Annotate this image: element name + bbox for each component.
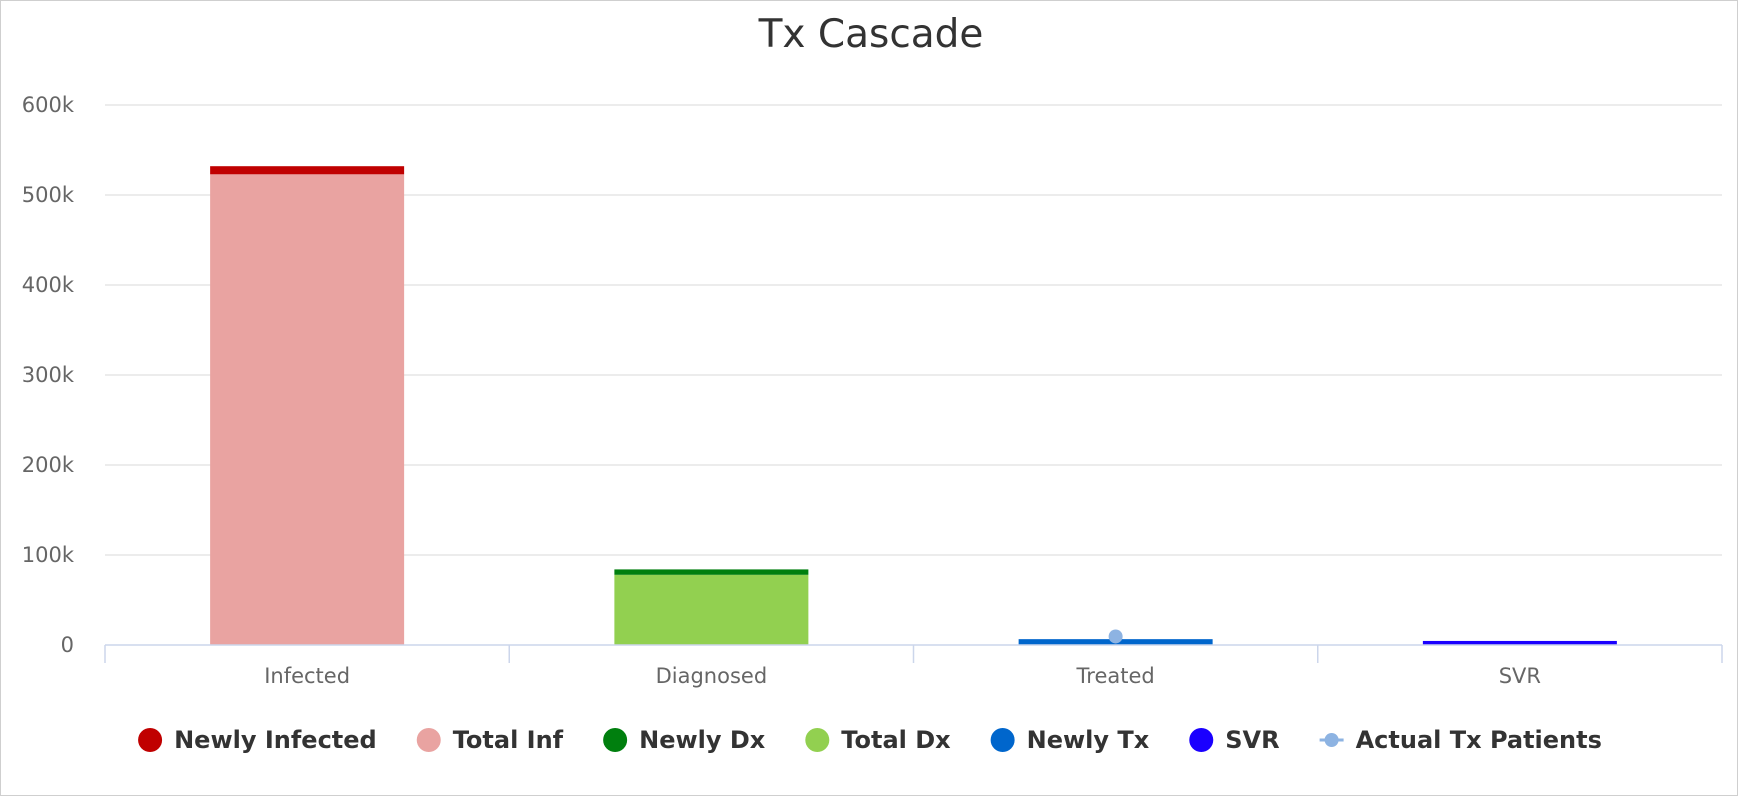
- line-point[interactable]: [1108, 629, 1123, 644]
- y-tick-label: 200k: [22, 453, 75, 477]
- y-tick-label: 0: [61, 633, 74, 657]
- legend-label: Newly Dx: [639, 726, 766, 754]
- legend: Newly Infected Total Inf Newly Dx Total Dx N…: [138, 726, 1602, 754]
- bar-segment[interactable]: [1422, 640, 1617, 645]
- legend-symbol: [138, 728, 163, 752]
- chart-title: Tx Cascade: [758, 12, 984, 57]
- legend-symbol: [603, 728, 628, 752]
- x-axis: Infected Diagnosed Treated SVR: [104, 644, 1723, 688]
- x-tick-label: SVR: [1499, 664, 1541, 688]
- y-tick-label: 300k: [22, 363, 75, 387]
- legend-label: Total Dx: [841, 726, 951, 754]
- legend-label: SVR: [1225, 726, 1279, 754]
- legend-label: Actual Tx Patients: [1356, 726, 1602, 754]
- y-tick-label: 100k: [22, 543, 75, 567]
- bar-segment[interactable]: [210, 166, 405, 175]
- y-axis: 0 100k 200k 300k 400k 500k 600k: [22, 93, 75, 657]
- legend-symbol: [416, 728, 441, 752]
- x-tick-label: Treated: [1076, 664, 1155, 688]
- legend-symbol: [805, 728, 830, 752]
- legend-item[interactable]: Total Dx: [805, 726, 951, 754]
- bar-segment[interactable]: [614, 569, 809, 575]
- y-tick-label: 500k: [22, 183, 75, 207]
- bar-segment[interactable]: [614, 574, 809, 645]
- y-tick-label: 400k: [22, 273, 75, 297]
- legend-item[interactable]: SVR: [1189, 726, 1280, 754]
- y-tick-label: 600k: [22, 93, 75, 117]
- x-tick-label: Diagnosed: [656, 664, 768, 688]
- bars: [210, 166, 1617, 646]
- x-tick-label: Infected: [264, 664, 350, 688]
- legend-item[interactable]: Newly Dx: [603, 726, 766, 754]
- legend-item[interactable]: Newly Infected: [138, 726, 377, 754]
- legend-symbol: [1189, 728, 1214, 752]
- legend-item[interactable]: Total Inf: [416, 726, 564, 754]
- legend-label: Newly Tx: [1027, 726, 1150, 754]
- legend-marker-symbol: [1324, 733, 1339, 747]
- line-series: [1108, 629, 1123, 644]
- legend-symbol: [990, 728, 1015, 752]
- legend-item[interactable]: Newly Tx: [990, 726, 1150, 754]
- legend-label: Newly Infected: [174, 726, 377, 754]
- legend-item[interactable]: Actual Tx Patients: [1319, 726, 1602, 754]
- legend-label: Total Inf: [453, 726, 564, 754]
- bar-segment[interactable]: [210, 174, 405, 646]
